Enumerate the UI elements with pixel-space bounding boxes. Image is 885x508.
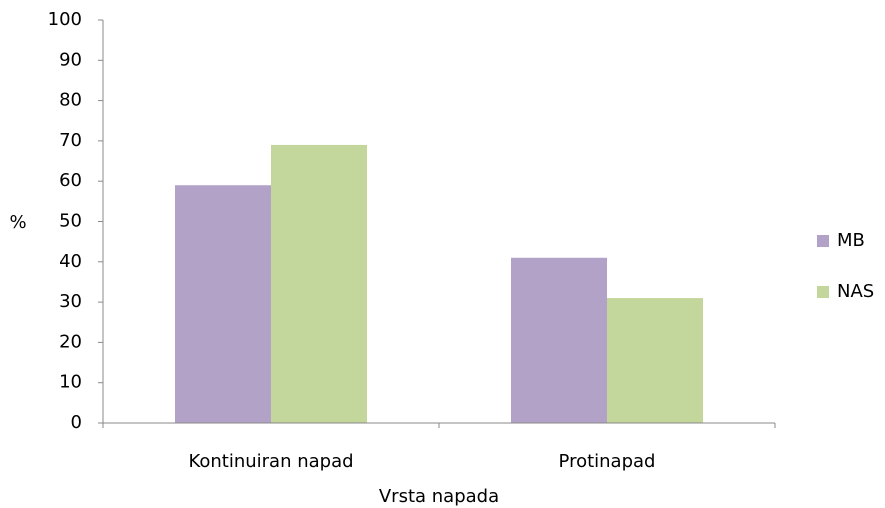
x-tick-label: Protinapad xyxy=(559,451,656,472)
bar xyxy=(607,298,703,423)
bar xyxy=(175,185,271,423)
y-tick-label: 50 xyxy=(59,211,82,232)
y-tick-label: 100 xyxy=(48,9,82,30)
y-tick-label: 80 xyxy=(59,90,82,111)
legend-swatch xyxy=(817,235,829,247)
legend-swatch xyxy=(817,286,829,298)
y-tick-label: 10 xyxy=(59,372,82,393)
y-tick-label: 30 xyxy=(59,291,82,312)
y-tick-label: 60 xyxy=(59,170,82,191)
y-tick-label: 0 xyxy=(71,412,82,433)
y-tick-label: 40 xyxy=(59,251,82,272)
x-tick-label: Kontinuiran napad xyxy=(188,451,353,472)
legend-label: NAS xyxy=(837,281,874,302)
y-axis-label: % xyxy=(9,212,26,233)
y-tick-label: 90 xyxy=(59,49,82,70)
y-tick-label: 70 xyxy=(59,130,82,151)
bar xyxy=(511,257,607,423)
y-tick-label: 20 xyxy=(59,331,82,352)
legend-label: MB xyxy=(837,230,865,251)
x-axis-label: Vrsta napada xyxy=(379,486,499,507)
bar xyxy=(271,144,367,423)
